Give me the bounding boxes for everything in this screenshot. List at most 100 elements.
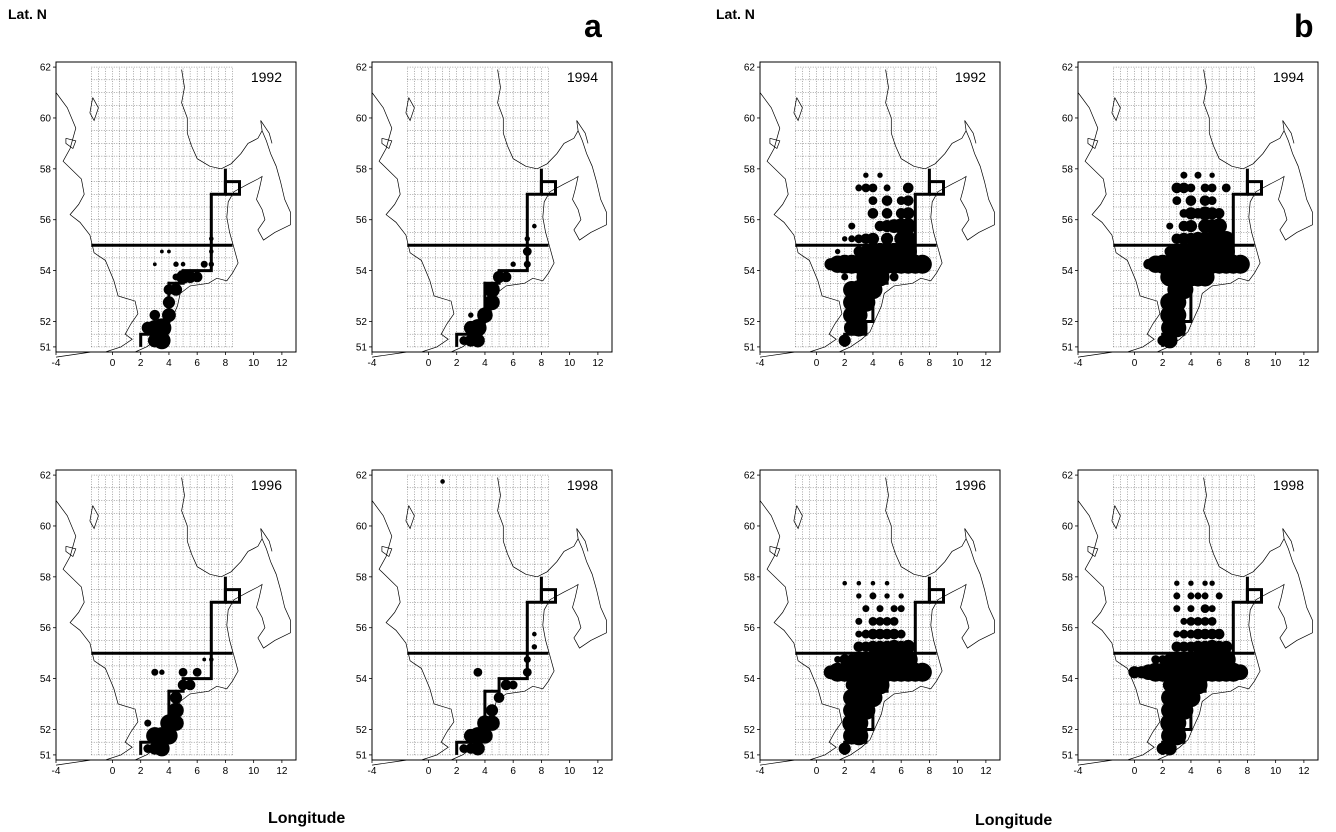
x-tick-label: 12: [1298, 358, 1310, 369]
coastline-shetland: [1111, 505, 1121, 530]
longitude-axis-label-a: Longitude: [268, 810, 346, 827]
year-label: 1992: [955, 69, 986, 85]
catch-dot: [1180, 171, 1188, 179]
x-tick-label: 12: [276, 766, 288, 777]
map-svg: 1992 51 52 54 56 58 60 62 -4 0 2 4 6 8 10 12: [40, 61, 297, 369]
catch-dot: [859, 245, 872, 258]
catch-dot: [1180, 617, 1188, 625]
y-tick-label: 54: [40, 674, 52, 685]
catch-dot: [144, 719, 152, 727]
map-svg: 1998 51 52 54 56 58 60 62 -4 0 2 4 6 8 10 12: [1062, 469, 1319, 777]
catch-dot: [500, 679, 512, 691]
catch-dot: [848, 222, 856, 230]
catch-dot: [146, 727, 164, 745]
catch-dot: [900, 230, 917, 247]
panel-letter-a: a: [584, 8, 602, 44]
catch-dot: [1178, 182, 1190, 194]
boundary-notch: [927, 180, 945, 196]
coastline-uk: [1077, 500, 1161, 766]
catch-dot: [508, 680, 518, 690]
catch-dot: [484, 294, 500, 311]
catch-dot: [468, 312, 474, 318]
y-tick-label: 62: [356, 63, 368, 74]
coastline-uk: [759, 500, 843, 766]
x-tick-label: -4: [756, 766, 765, 777]
catch-dot: [1200, 183, 1210, 193]
y-tick-label: 58: [40, 572, 52, 583]
catch-dot: [1167, 688, 1187, 708]
catch-dot: [522, 247, 532, 256]
map-svg: 1994 51 52 54 56 58 60 62 -4 0 2 4 6 8 10 12: [1062, 61, 1319, 369]
catch-dot: [900, 218, 917, 234]
x-tick-label: 10: [952, 766, 964, 777]
x-tick-label: 6: [194, 766, 200, 777]
x-tick-label: 10: [564, 766, 576, 777]
catch-dot: [834, 248, 841, 255]
catch-dot: [855, 184, 863, 192]
x-tick-label: 8: [539, 766, 545, 777]
y-tick-label: 54: [40, 266, 52, 277]
x-tick-label: 10: [1270, 766, 1282, 777]
y-tick-label: 58: [1062, 164, 1074, 175]
catch-dot: [1194, 592, 1202, 600]
y-tick-label: 60: [744, 113, 756, 124]
x-tick-label: 4: [166, 766, 172, 777]
coastline-orkney: [65, 137, 77, 150]
panel-letter-b: b: [1294, 8, 1314, 44]
coastline-uk: [759, 92, 843, 358]
x-tick-label: -4: [368, 766, 377, 777]
catch-dot: [1194, 171, 1202, 179]
y-tick-label: 56: [744, 215, 756, 226]
catch-dot: [1166, 222, 1174, 230]
boundary-notch: [927, 588, 945, 604]
map-b-1994: 1994 51 52 54 56 58 60 62 -4 0 2 4 6 8 10 12: [1056, 54, 1326, 374]
catch-dot: [1176, 652, 1191, 667]
coastline-shetland: [405, 97, 415, 122]
y-tick-label: 54: [356, 674, 368, 685]
x-tick-label: 4: [870, 358, 876, 369]
catch-dot: [463, 320, 478, 335]
year-label: 1992: [251, 69, 282, 85]
catch-dot: [1174, 580, 1180, 586]
boundary-notch: [539, 588, 557, 604]
catch-dot: [440, 479, 445, 484]
catch-dot: [200, 260, 208, 268]
catch-dot: [162, 308, 176, 323]
x-tick-label: 4: [482, 358, 488, 369]
y-tick-label: 58: [356, 164, 368, 175]
year-label: 1996: [955, 477, 986, 493]
catch-dot: [861, 183, 871, 193]
map-b-1992: 1992 51 52 54 56 58 60 62 -4 0 2 4 6 8 10 12: [738, 54, 1008, 374]
coastline-shetland: [793, 97, 803, 122]
catch-dot: [1179, 629, 1189, 639]
catch-dot: [208, 261, 214, 267]
catch-dot: [493, 692, 505, 703]
x-tick-label: -4: [1074, 766, 1083, 777]
catch-dot: [160, 727, 178, 745]
catch-dot: [208, 249, 214, 254]
catch-dot: [1200, 604, 1210, 614]
coastline-shetland: [1111, 97, 1121, 122]
catch-dot: [1202, 580, 1208, 586]
x-tick-label: 12: [592, 766, 604, 777]
catch-dot: [862, 605, 870, 613]
catch-dot: [890, 605, 898, 613]
catch-dot: [1221, 183, 1231, 193]
x-tick-label: 0: [426, 358, 432, 369]
year-label: 1994: [567, 69, 598, 85]
x-tick-label: -4: [1074, 358, 1083, 369]
y-tick-label: 52: [356, 317, 368, 328]
ices-grid: [795, 66, 937, 348]
y-tick-label: 54: [744, 674, 756, 685]
catch-dot: [912, 254, 932, 274]
map-b-1998: 1998 51 52 54 56 58 60 62 -4 0 2 4 6 8 10 12: [1056, 462, 1326, 782]
y-tick-label: 62: [40, 471, 52, 482]
x-tick-label: 10: [564, 358, 576, 369]
x-tick-label: 0: [814, 358, 820, 369]
catch-dot: [192, 667, 202, 677]
year-label: 1998: [567, 477, 598, 493]
coastline-orkney: [1087, 137, 1099, 150]
y-tick-label: 62: [744, 63, 756, 74]
catch-dot: [1151, 655, 1161, 664]
catch-dot: [172, 273, 180, 281]
